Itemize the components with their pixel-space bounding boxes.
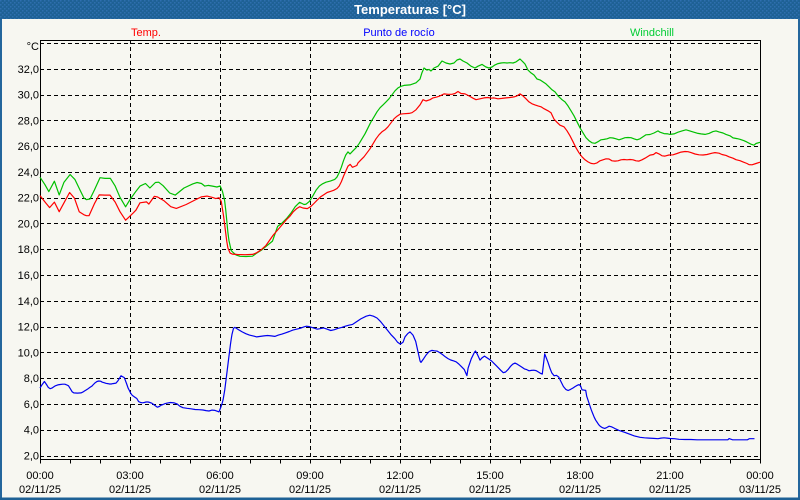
svg-text:02/11/25: 02/11/25: [469, 484, 511, 496]
svg-text:28,0: 28,0: [18, 115, 39, 127]
svg-text:Windchill: Windchill: [630, 27, 674, 39]
svg-text:15:00: 15:00: [476, 470, 504, 482]
svg-text:26,0: 26,0: [18, 141, 39, 153]
svg-text:02/11/25: 02/11/25: [379, 484, 421, 496]
svg-text:02/11/25: 02/11/25: [19, 484, 61, 496]
svg-text:14,0: 14,0: [18, 296, 39, 308]
svg-text:°C: °C: [27, 41, 39, 53]
svg-text:21:00: 21:00: [656, 470, 684, 482]
svg-text:12,0: 12,0: [18, 322, 39, 334]
svg-text:09:00: 09:00: [296, 470, 324, 482]
svg-text:8,0: 8,0: [24, 373, 39, 385]
svg-text:18:00: 18:00: [566, 470, 594, 482]
svg-text:32,0: 32,0: [18, 64, 39, 76]
svg-text:02/11/25: 02/11/25: [649, 484, 691, 496]
svg-text:20,0: 20,0: [18, 219, 39, 231]
svg-text:22,0: 22,0: [18, 193, 39, 205]
svg-text:24,0: 24,0: [18, 167, 39, 179]
svg-text:Punto de rocío: Punto de rocío: [363, 27, 435, 39]
svg-text:Temperaturas [°C]: Temperaturas [°C]: [354, 2, 466, 17]
svg-text:10,0: 10,0: [18, 347, 39, 359]
svg-text:2,0: 2,0: [24, 451, 39, 463]
svg-text:12:00: 12:00: [386, 470, 414, 482]
svg-text:02/11/25: 02/11/25: [199, 484, 241, 496]
svg-text:02/11/25: 02/11/25: [109, 484, 151, 496]
svg-text:6,0: 6,0: [24, 399, 39, 411]
svg-text:16,0: 16,0: [18, 270, 39, 282]
svg-text:18,0: 18,0: [18, 244, 39, 256]
svg-text:02/11/25: 02/11/25: [559, 484, 601, 496]
svg-text:4,0: 4,0: [24, 425, 39, 437]
svg-text:02/11/25: 02/11/25: [289, 484, 331, 496]
svg-text:03:00: 03:00: [116, 470, 144, 482]
svg-text:30,0: 30,0: [18, 90, 39, 102]
svg-text:00:00: 00:00: [26, 470, 54, 482]
svg-text:00:00: 00:00: [746, 470, 774, 482]
svg-text:Temp.: Temp.: [131, 27, 161, 39]
svg-text:03/11/25: 03/11/25: [739, 484, 781, 496]
svg-text:06:00: 06:00: [206, 470, 234, 482]
